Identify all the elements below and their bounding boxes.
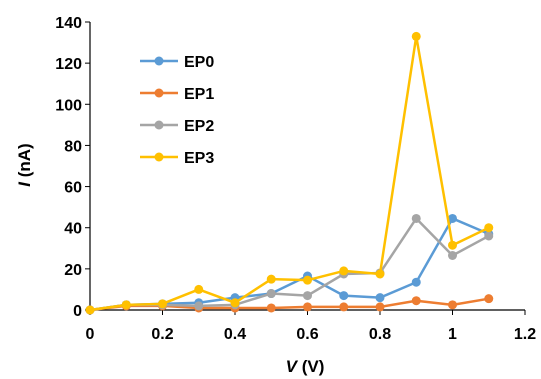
data-point-ep3 [339,266,349,276]
legend-item-ep1: EP1 [140,86,214,103]
data-point-ep1 [266,303,276,313]
x-tick-label: 0.6 [296,326,318,343]
legend-marker-ep1 [154,88,164,98]
data-point-ep2 [484,231,494,241]
data-point-ep1 [375,302,385,312]
x-tick-label: 0 [86,326,95,343]
data-point-ep1 [339,302,349,312]
legend-label-ep1: EP1 [184,86,214,103]
legend-marker-ep3 [154,152,164,162]
y-tick-label: 100 [55,97,82,114]
data-point-ep2 [194,301,204,311]
series-ep0 [85,213,494,315]
legend-item-ep2: EP2 [140,118,214,135]
series-layer [85,31,494,315]
legend-label-ep3: EP3 [184,150,214,167]
data-point-ep3 [121,300,131,310]
series-ep3 [85,31,494,315]
data-point-ep0 [339,291,349,301]
x-tick-label: 1 [448,326,457,343]
data-point-ep3 [266,274,276,284]
data-point-ep3 [448,240,457,250]
y-tick-label: 140 [55,15,82,32]
x-tick-label: 0.8 [369,326,391,343]
data-point-ep1 [303,302,312,312]
data-point-ep3 [411,31,421,41]
data-point-ep1 [448,300,457,310]
y-tick-label: 40 [64,221,82,238]
data-point-ep2 [448,250,457,260]
data-point-ep0 [411,277,421,287]
legend-marker-ep0 [154,56,164,66]
data-point-ep3 [484,223,494,233]
series-line-ep2 [89,217,490,312]
x-tick-label: 1.2 [514,326,536,343]
x-tick-label: 0.4 [224,326,246,343]
axes [89,22,525,311]
legend-item-ep0: EP0 [140,54,214,71]
y-tick-label: 60 [64,180,82,197]
legend-label-ep2: EP2 [184,118,214,135]
y-tick-label: 0 [73,303,82,320]
x-tick-label: 0.2 [151,326,173,343]
legend: EP0 EP1 EP2 EP3 [140,54,214,167]
data-point-ep3 [85,305,95,315]
data-point-ep2 [303,291,312,301]
x-axis-label: V (V) [286,357,325,376]
data-point-ep3 [375,269,385,279]
data-point-ep2 [266,289,276,299]
legend-item-ep3: EP3 [140,150,214,167]
y-axis-label: I (nA) [15,143,34,186]
y-tick-label: 80 [64,138,82,155]
data-point-ep3 [303,275,312,285]
data-point-ep2 [411,213,421,223]
legend-label-ep0: EP0 [184,54,214,71]
data-point-ep1 [484,294,494,304]
series-line-ep3 [89,35,490,312]
y-tick-label: 20 [64,262,82,279]
tick-labels: 0 20 40 60 80 100 120 140 0 0.2 0.4 0.6 0.8 1 1.2 [55,15,536,343]
y-tick-label: 120 [55,56,82,73]
data-point-ep1 [411,296,421,306]
data-point-ep3 [230,298,240,308]
legend-marker-ep2 [154,120,164,130]
series-ep2 [85,213,494,315]
data-point-ep0 [448,213,457,223]
data-point-ep3 [194,284,204,294]
data-point-ep0 [375,293,385,303]
data-point-ep3 [158,299,167,309]
